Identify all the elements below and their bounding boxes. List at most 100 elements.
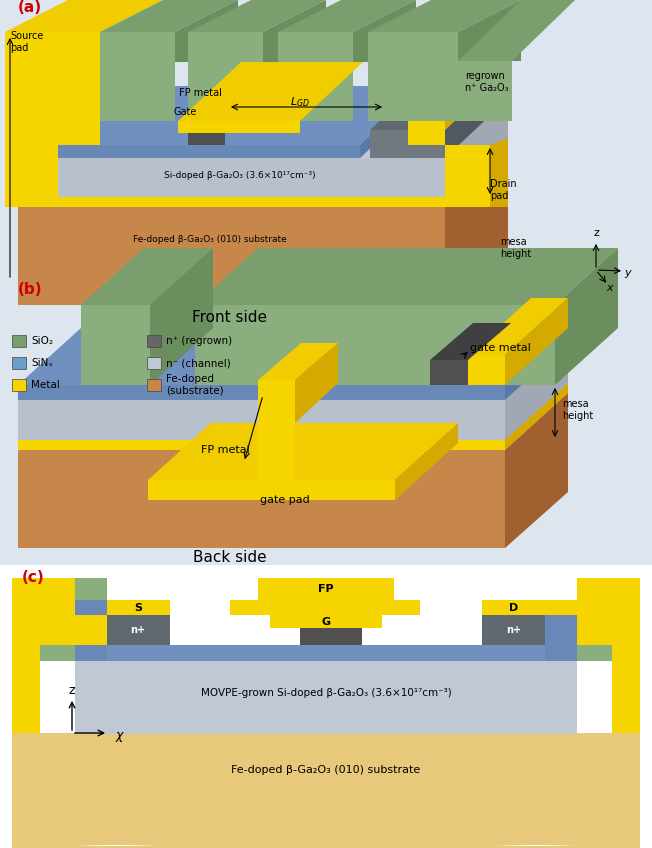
Polygon shape bbox=[368, 32, 458, 121]
Polygon shape bbox=[430, 360, 468, 385]
Text: (b): (b) bbox=[18, 282, 42, 298]
Polygon shape bbox=[445, 145, 490, 207]
Text: n⁻ (channel): n⁻ (channel) bbox=[166, 358, 231, 368]
Polygon shape bbox=[18, 145, 360, 158]
Polygon shape bbox=[468, 355, 505, 385]
Polygon shape bbox=[445, 61, 508, 130]
Text: x: x bbox=[607, 283, 614, 293]
Text: Fe-doped β-Ga₂O₃ (010) substrate: Fe-doped β-Ga₂O₃ (010) substrate bbox=[133, 236, 287, 244]
Text: regrown
n⁺ Ga₂O₃: regrown n⁺ Ga₂O₃ bbox=[465, 71, 509, 92]
Polygon shape bbox=[188, 0, 326, 32]
Text: mesa
height: mesa height bbox=[500, 237, 531, 259]
Polygon shape bbox=[505, 298, 568, 385]
Text: Source
pad: Source pad bbox=[10, 31, 44, 53]
Text: Fe-doped β-Ga₂O₃ (010) substrate: Fe-doped β-Ga₂O₃ (010) substrate bbox=[231, 765, 421, 775]
Bar bbox=[40, 645, 612, 661]
Polygon shape bbox=[445, 99, 508, 197]
Text: Drain
pad: Drain pad bbox=[490, 179, 516, 201]
Polygon shape bbox=[295, 343, 338, 423]
Text: Gate: Gate bbox=[173, 107, 197, 117]
Polygon shape bbox=[81, 305, 150, 385]
Polygon shape bbox=[18, 86, 423, 145]
Polygon shape bbox=[353, 0, 416, 62]
Text: (a): (a) bbox=[18, 1, 42, 15]
Bar bbox=[12, 379, 26, 391]
Polygon shape bbox=[445, 138, 508, 207]
Polygon shape bbox=[458, 0, 521, 61]
Text: $L_{GD}$: $L_{GD}$ bbox=[290, 95, 310, 109]
Polygon shape bbox=[545, 600, 577, 661]
Text: D: D bbox=[509, 603, 518, 613]
Text: FP metal: FP metal bbox=[201, 445, 249, 455]
Text: $\chi$: $\chi$ bbox=[115, 730, 125, 744]
Text: z: z bbox=[593, 228, 599, 238]
Text: mesa
height: mesa height bbox=[562, 399, 593, 421]
Polygon shape bbox=[18, 158, 445, 197]
Polygon shape bbox=[81, 248, 213, 305]
Polygon shape bbox=[18, 393, 568, 450]
Polygon shape bbox=[258, 578, 394, 600]
Polygon shape bbox=[100, 32, 175, 121]
Polygon shape bbox=[150, 248, 213, 385]
Polygon shape bbox=[18, 385, 505, 400]
Polygon shape bbox=[175, 0, 238, 62]
Polygon shape bbox=[258, 343, 338, 380]
Polygon shape bbox=[545, 578, 640, 600]
Bar bbox=[12, 357, 26, 369]
Polygon shape bbox=[18, 328, 568, 385]
Polygon shape bbox=[408, 120, 445, 145]
Polygon shape bbox=[555, 248, 618, 385]
Text: S: S bbox=[134, 603, 142, 613]
Bar bbox=[147, 379, 161, 391]
Text: SiO₂: SiO₂ bbox=[31, 336, 53, 346]
Polygon shape bbox=[368, 0, 521, 32]
Text: Si-doped β-Ga₂O₃ (3.6×10¹⁷cm⁻³): Si-doped β-Ga₂O₃ (3.6×10¹⁷cm⁻³) bbox=[164, 170, 316, 180]
Polygon shape bbox=[178, 62, 363, 121]
Bar bbox=[147, 357, 161, 369]
Polygon shape bbox=[360, 86, 423, 158]
Polygon shape bbox=[258, 578, 394, 600]
Text: MOVPE-grown Si-doped β-Ga₂O₃ (3.6×10¹⁷cm⁻³): MOVPE-grown Si-doped β-Ga₂O₃ (3.6×10¹⁷cm… bbox=[201, 688, 451, 698]
Polygon shape bbox=[0, 0, 652, 565]
Polygon shape bbox=[278, 32, 353, 121]
Text: n+: n+ bbox=[130, 625, 145, 635]
Bar bbox=[482, 600, 545, 615]
Polygon shape bbox=[12, 578, 107, 600]
Bar bbox=[75, 660, 577, 734]
Polygon shape bbox=[445, 71, 508, 158]
Text: Fe-doped
(substrate): Fe-doped (substrate) bbox=[166, 374, 224, 396]
Polygon shape bbox=[408, 61, 508, 120]
Polygon shape bbox=[482, 615, 545, 645]
Bar bbox=[270, 615, 382, 628]
Polygon shape bbox=[18, 440, 505, 450]
Polygon shape bbox=[148, 423, 458, 480]
Polygon shape bbox=[263, 0, 326, 62]
Polygon shape bbox=[258, 380, 295, 480]
Polygon shape bbox=[430, 323, 511, 360]
Polygon shape bbox=[577, 578, 640, 661]
Polygon shape bbox=[12, 578, 107, 733]
Polygon shape bbox=[545, 578, 640, 733]
Polygon shape bbox=[230, 600, 420, 615]
Bar bbox=[107, 600, 170, 615]
Text: n+: n+ bbox=[507, 625, 522, 635]
Polygon shape bbox=[278, 0, 416, 32]
Polygon shape bbox=[5, 32, 58, 207]
Bar bbox=[12, 335, 26, 347]
Text: (c): (c) bbox=[22, 571, 45, 585]
Polygon shape bbox=[490, 138, 508, 207]
Polygon shape bbox=[5, 0, 121, 32]
Polygon shape bbox=[18, 148, 508, 207]
Polygon shape bbox=[505, 328, 568, 400]
Text: z: z bbox=[68, 683, 75, 696]
Polygon shape bbox=[188, 133, 225, 145]
Text: FP: FP bbox=[318, 584, 334, 594]
Polygon shape bbox=[58, 0, 163, 32]
Polygon shape bbox=[468, 298, 568, 355]
Polygon shape bbox=[300, 628, 362, 645]
Polygon shape bbox=[18, 450, 505, 548]
Polygon shape bbox=[505, 383, 568, 450]
Polygon shape bbox=[458, 0, 575, 61]
Polygon shape bbox=[195, 305, 555, 385]
Polygon shape bbox=[12, 834, 640, 848]
